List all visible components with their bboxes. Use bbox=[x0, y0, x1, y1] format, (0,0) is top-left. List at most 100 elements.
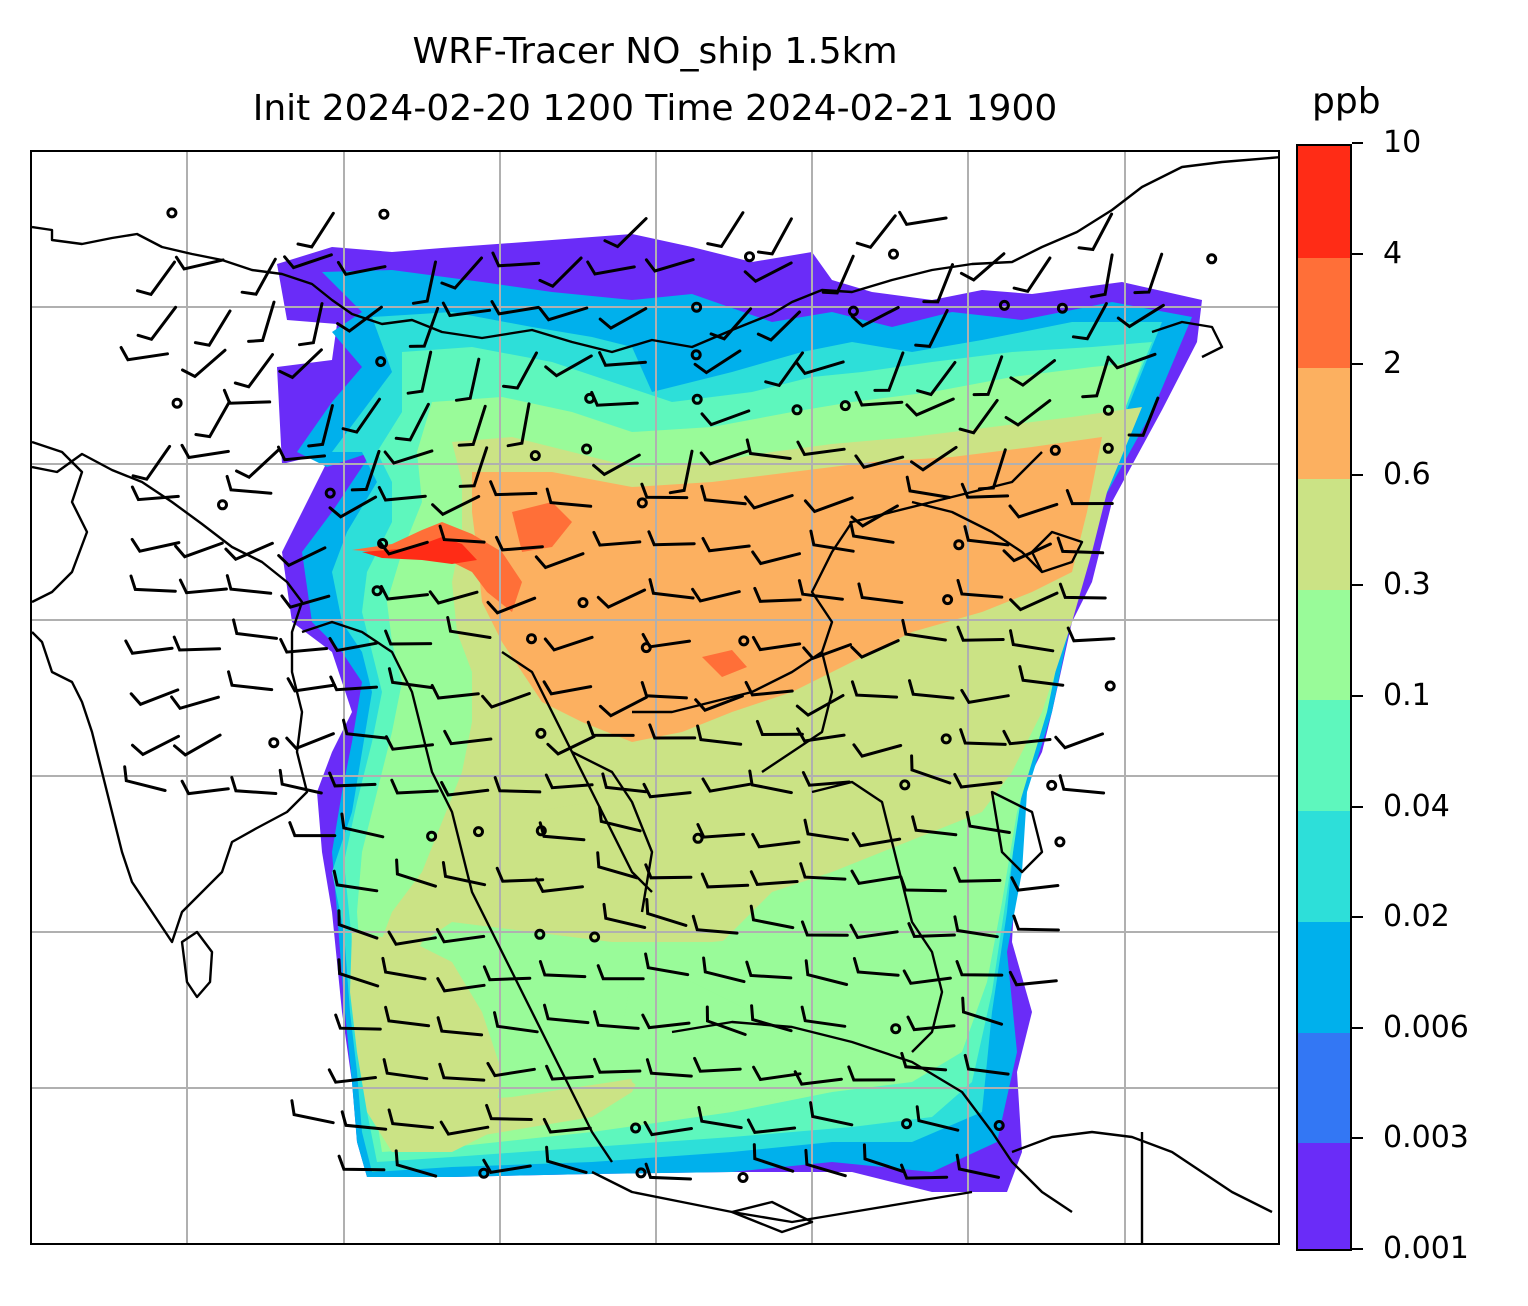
wind-barb bbox=[384, 629, 433, 646]
wind-barb bbox=[328, 495, 378, 519]
wind-barb bbox=[446, 616, 492, 639]
wind-barb bbox=[910, 445, 958, 472]
wind-barb bbox=[922, 263, 954, 304]
calm-wind-marker bbox=[901, 1118, 913, 1130]
wind-barb bbox=[441, 301, 492, 318]
colorbar-tick bbox=[1352, 1137, 1363, 1140]
wind-barb bbox=[130, 485, 180, 502]
calm-wind-marker bbox=[690, 349, 702, 361]
wind-barb bbox=[481, 692, 531, 709]
wind-barb bbox=[905, 397, 955, 417]
wind-barb bbox=[809, 1101, 854, 1127]
wind-barb bbox=[756, 217, 793, 256]
wind-barb bbox=[640, 681, 688, 700]
wind-barb bbox=[394, 1149, 438, 1178]
gridlines bbox=[32, 152, 1278, 1243]
wind-barb bbox=[124, 639, 174, 655]
colorbar-tick-label: 10 bbox=[1383, 125, 1422, 160]
wind-barb bbox=[902, 969, 952, 985]
colorbar-tick bbox=[1352, 1026, 1363, 1029]
wind-barb bbox=[705, 1005, 747, 1036]
calm-wind-marker bbox=[847, 305, 859, 317]
colorbar bbox=[1296, 144, 1352, 1251]
wind-barb bbox=[458, 446, 489, 488]
wind-barb bbox=[644, 258, 695, 273]
wind-barb bbox=[1065, 489, 1114, 506]
wind-barb bbox=[749, 870, 799, 886]
wind-barb bbox=[298, 302, 324, 347]
colorbar-tick bbox=[1352, 916, 1363, 919]
wind-barb bbox=[278, 348, 323, 380]
wind-barb bbox=[277, 546, 327, 568]
wind-barb bbox=[592, 453, 641, 477]
colorbar-tick-label: 0.02 bbox=[1383, 899, 1450, 935]
wind-barb bbox=[538, 256, 583, 288]
wind-barb bbox=[953, 773, 1003, 789]
wind-barb bbox=[1106, 352, 1157, 370]
coastline bbox=[501, 651, 653, 893]
colorbar-unit-label: ppb bbox=[1312, 81, 1381, 122]
wind-barb bbox=[596, 588, 647, 609]
wind-barb bbox=[592, 530, 642, 547]
field-level-0.6 bbox=[472, 437, 1102, 742]
figure-title-line2: Init 2024-02-20 1200 Time 2024-02-21 190… bbox=[252, 88, 1058, 129]
wind-barb bbox=[1009, 591, 1059, 612]
wind-barb bbox=[901, 618, 947, 642]
wind-barb bbox=[916, 361, 957, 397]
wind-barb bbox=[746, 1118, 797, 1135]
calm-wind-marker bbox=[371, 585, 383, 597]
wind-barb bbox=[640, 482, 689, 500]
wind-barb bbox=[1009, 359, 1056, 387]
wind-barb bbox=[850, 869, 900, 885]
wind-barb bbox=[538, 960, 587, 979]
calm-wind-marker bbox=[737, 1172, 749, 1183]
wind-barb bbox=[1012, 914, 1060, 932]
wind-barb bbox=[440, 781, 490, 797]
wind-barb bbox=[387, 930, 437, 946]
calm-wind-marker bbox=[378, 208, 390, 220]
wind-barb bbox=[906, 1015, 956, 1032]
wind-barb bbox=[959, 728, 1007, 746]
wind-barb bbox=[755, 719, 804, 737]
wind-barb bbox=[1077, 212, 1114, 252]
wind-barb bbox=[821, 254, 855, 295]
wind-barb bbox=[307, 404, 334, 448]
wind-barb bbox=[538, 306, 589, 322]
wind-barb bbox=[1133, 252, 1164, 295]
wind-barb bbox=[745, 960, 793, 980]
wind-barb bbox=[795, 694, 845, 717]
wind-barb bbox=[753, 586, 802, 603]
calm-wind-marker bbox=[635, 1167, 647, 1179]
wind-barb bbox=[336, 260, 387, 276]
wind-barb bbox=[334, 1013, 382, 1031]
wind-barb bbox=[131, 734, 180, 757]
wind-barb bbox=[598, 806, 642, 833]
wind-barb bbox=[959, 252, 1006, 282]
wind-barb bbox=[644, 1162, 692, 1181]
wind-barb bbox=[854, 390, 904, 407]
wind-barb bbox=[972, 355, 1004, 397]
coastline bbox=[911, 500, 1043, 573]
wind-barb bbox=[804, 959, 849, 986]
colorbar-segment bbox=[1298, 920, 1350, 1033]
wind-barb bbox=[538, 821, 586, 842]
wind-barb bbox=[596, 964, 645, 981]
colorbar-segment bbox=[1298, 146, 1350, 258]
wind-barb bbox=[136, 260, 176, 297]
wind-barb bbox=[283, 253, 333, 270]
wind-barb bbox=[960, 688, 1010, 705]
wind-barb bbox=[342, 718, 389, 740]
wind-barb bbox=[1071, 302, 1108, 341]
wind-barb bbox=[648, 578, 695, 600]
wind-barb bbox=[180, 779, 230, 796]
calm-wind-marker bbox=[324, 487, 336, 499]
calm-wind-marker bbox=[581, 443, 593, 455]
coastline bbox=[1151, 320, 1224, 359]
wind-barb bbox=[598, 695, 648, 718]
calm-wind-marker bbox=[899, 779, 911, 791]
wind-barb bbox=[953, 866, 1002, 883]
wind-barb bbox=[431, 495, 481, 517]
wind-barb bbox=[701, 536, 751, 553]
wind-barb bbox=[706, 211, 745, 249]
wind-barb bbox=[290, 1099, 335, 1125]
